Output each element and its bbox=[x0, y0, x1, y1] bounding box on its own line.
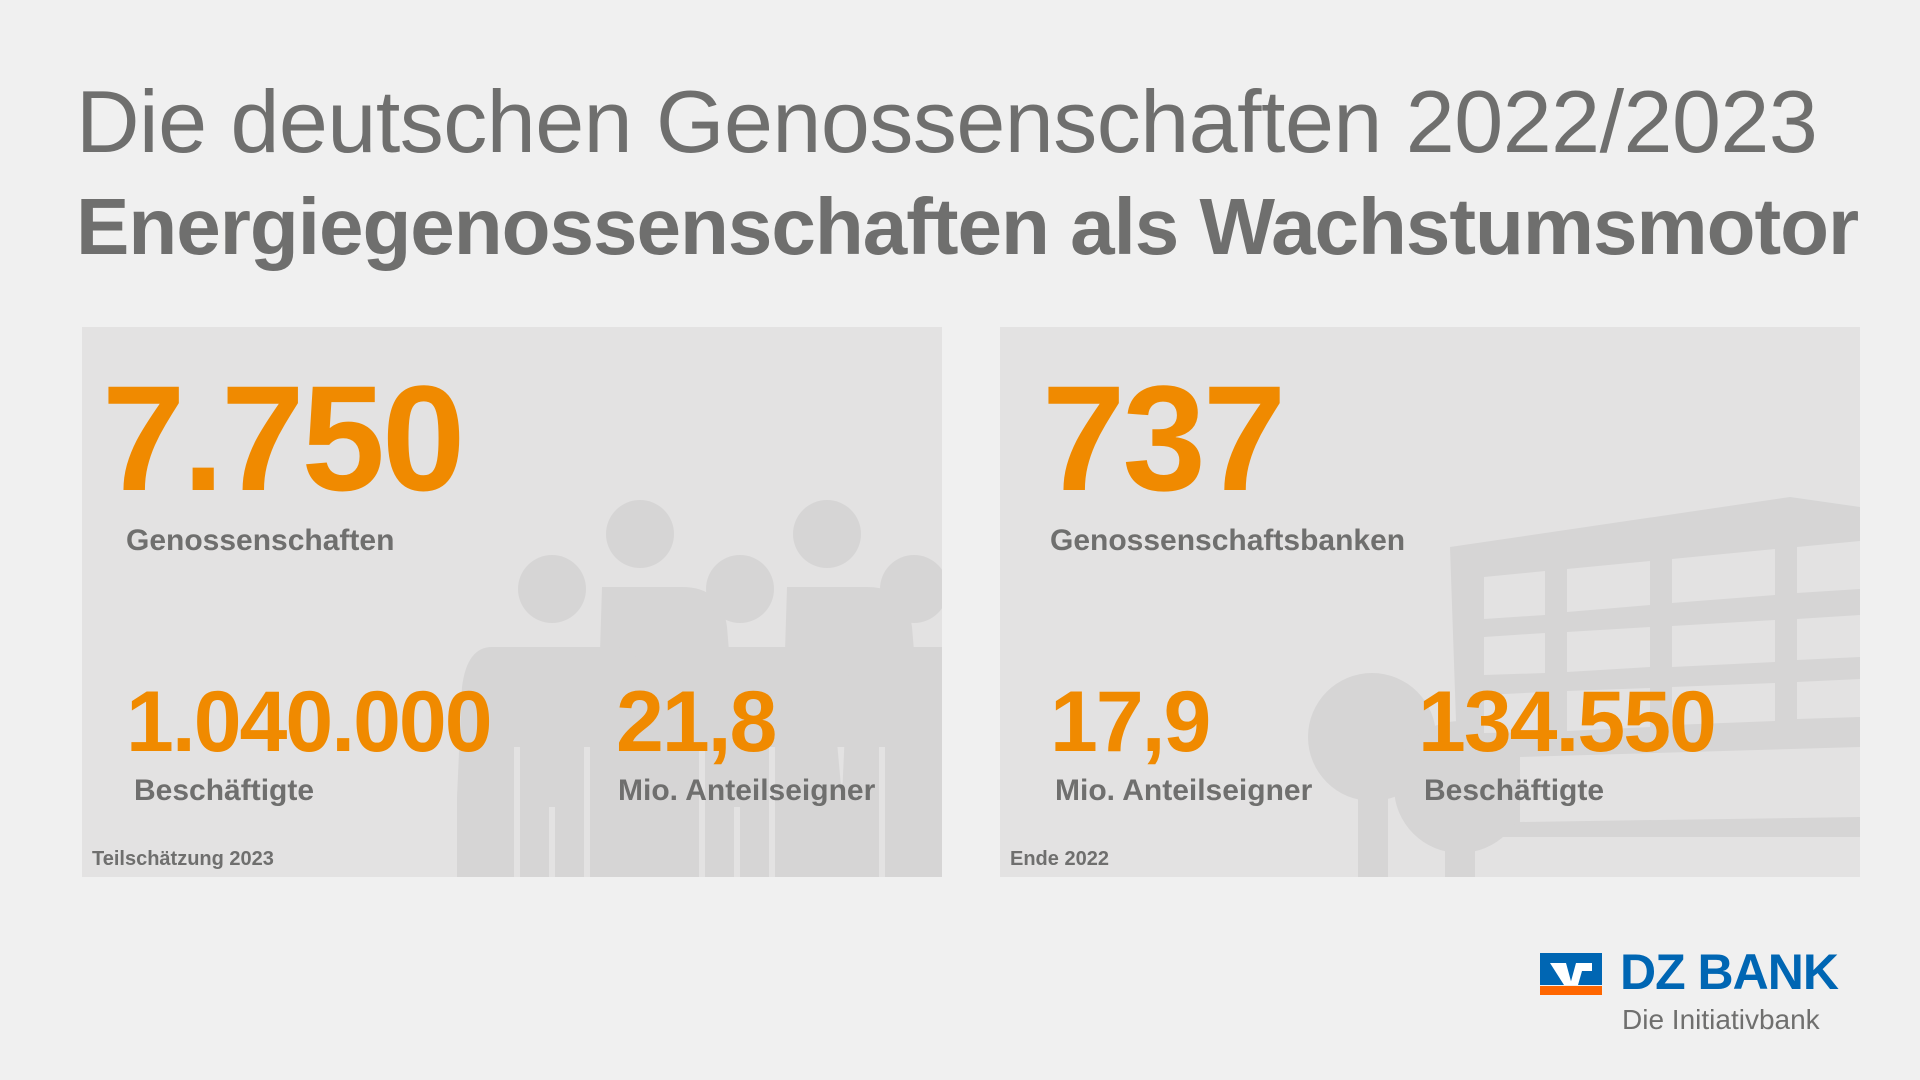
banken-count: 737 bbox=[1042, 354, 1286, 522]
bank-building-icon bbox=[1308, 497, 1860, 877]
title-line-2: Energiegenossenschaften als Wachstumsmot… bbox=[76, 182, 1859, 271]
panel-genossenschaftsbanken: 737 Genossenschaftsbanken 17,9 Mio. Ante… bbox=[1000, 327, 1860, 877]
title-line-1: Die deutschen Genossenschaften 2022/2023 bbox=[76, 72, 1818, 171]
footnote: Teilschätzung 2023 bbox=[92, 848, 274, 870]
beschaeftigte-value: 134.550 bbox=[1418, 674, 1717, 770]
volksbank-v-icon bbox=[1540, 953, 1602, 995]
dz-bank-logo: DZ BANK Die Initiativbank bbox=[1540, 946, 1870, 1040]
anteilseigner-value: 21,8 bbox=[616, 674, 777, 770]
banken-label: Genossenschaftsbanken bbox=[1050, 524, 1406, 557]
people-group-icon bbox=[457, 500, 942, 877]
logo-tagline: Die Initiativbank bbox=[1622, 1004, 1820, 1035]
beschaeftigte-value: 1.040.000 bbox=[126, 674, 493, 770]
genossenschaften-label: Genossenschaften bbox=[126, 524, 395, 557]
anteilseigner-label: Mio. Anteilseigner bbox=[1055, 774, 1313, 807]
anteilseigner-label: Mio. Anteilseigner bbox=[618, 774, 876, 807]
anteilseigner-value: 17,9 bbox=[1050, 674, 1211, 770]
footnote: Ende 2022 bbox=[1010, 848, 1109, 870]
panel-genossenschaften: 7.750 Genossenschaften 1.040.000 Beschäf… bbox=[82, 327, 942, 877]
logo-name: DZ BANK bbox=[1620, 944, 1839, 1000]
beschaeftigte-label: Beschäftigte bbox=[134, 774, 315, 807]
beschaeftigte-label: Beschäftigte bbox=[1424, 774, 1605, 807]
genossenschaften-count: 7.750 bbox=[102, 354, 465, 522]
